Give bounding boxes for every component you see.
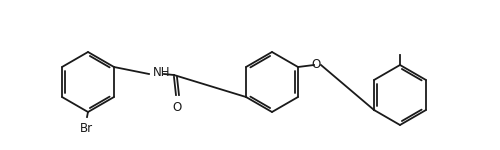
Text: NH: NH [153,66,170,80]
Text: O: O [312,58,320,72]
Text: O: O [172,101,182,114]
Text: Br: Br [80,122,92,135]
